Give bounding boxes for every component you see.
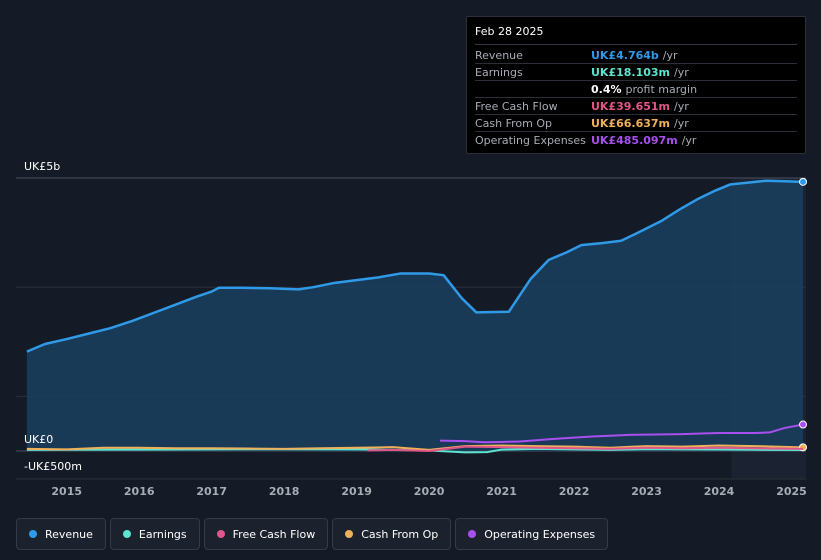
operating-expenses-line [439,423,804,444]
tooltip-value: UK£4.764b [591,49,659,62]
x-tick-label: 2023 [631,485,662,498]
tooltip-date: Feb 28 2025 [475,25,797,45]
y-label-zero: UK£0 [24,433,54,446]
legend: Revenue Earnings Free Cash Flow Cash Fro… [16,518,609,550]
legend-dot-icon [216,530,225,538]
legend-dot-icon [29,530,37,538]
revenue-endpoint [799,177,807,186]
legend-item-revenue[interactable]: Revenue [16,518,106,550]
x-tick-label: 2022 [559,485,590,498]
tooltip-label: Cash From Op [475,117,553,130]
legend-label: Earnings [138,527,187,541]
tooltip-value: UK£66.637m [591,117,671,130]
legend-label: Cash From Op [361,527,439,541]
tooltip-row-free-cash-flow: Free Cash Flow UK£39.651m /yr [475,98,797,115]
tooltip-unit: /yr [662,49,678,62]
tooltip-label: Revenue [475,49,523,62]
tooltip-unit: /yr [674,66,689,79]
tooltip-row-revenue: Revenue UK£4.764b /yr [475,47,797,64]
x-tick-label: 2020 [414,485,445,498]
legend-dot-icon [468,530,477,538]
chart: 2015 2016 2017 2018 2019 2020 2021 2022 2023 2024… [16,177,807,498]
tooltip-value: UK£18.103m [591,66,671,79]
tooltip-value: UK£485.097m [591,134,678,147]
tooltip-value: 0.4% [591,83,622,96]
tooltip-row-earnings: Earnings UK£18.103m /yr [475,64,797,81]
x-axis: 2015 2016 2017 2018 2019 2020 2021 2022 2023 2024… [51,485,806,498]
legend-dot-icon [345,530,354,538]
legend-item-free-cash-flow[interactable]: Free Cash Flow [203,518,329,550]
tooltip-row-cash-from-op: Cash From Op UK£66.637m /yr [475,115,797,132]
tooltip-unit: /yr [681,134,697,147]
series-layer [26,177,807,454]
x-tick-label: 2016 [124,485,155,498]
tooltip-label: Earnings [475,66,523,79]
tooltip-row-operating-expenses: Operating Expenses UK£485.097m /yr [475,132,797,149]
operating-expenses-endpoint [799,420,807,429]
legend-item-cash-from-op[interactable]: Cash From Op [332,518,452,550]
legend-label: Revenue [45,527,93,541]
tooltip-unit: profit margin [625,83,698,96]
tooltip-label [475,81,591,97]
x-tick-label: 2019 [341,485,372,498]
legend-item-earnings[interactable]: Earnings [109,518,200,550]
legend-label: Operating Expenses [484,527,596,541]
tooltip-label: Free Cash Flow [475,100,558,113]
legend-dot-icon [122,530,131,538]
revenue-line [26,179,804,353]
tooltip-label: Operating Expenses [475,134,586,147]
x-tick-label: 2017 [196,485,227,498]
cash-from-op-line [26,444,804,451]
tooltip: Feb 28 2025 Revenue UK£4.764b /yr Earnin… [466,16,806,154]
legend-item-operating-expenses[interactable]: Operating Expenses [455,518,609,550]
legend-label: Free Cash Flow [232,527,316,541]
x-tick-label: 2021 [486,485,517,498]
tooltip-unit: /yr [674,100,689,113]
revenue-area [26,180,804,452]
free-cash-flow-line [367,445,804,452]
earnings-line [26,447,804,454]
x-tick-label: 2025 [776,485,807,498]
x-tick-label: 2018 [269,485,300,498]
tooltip-unit: /yr [674,117,689,130]
tooltip-row-profit-margin: 0.4% profit margin [475,81,797,98]
y-label-bottom: -UK£500m [24,460,82,473]
x-tick-label: 2024 [704,485,735,498]
x-tick-label: 2015 [51,485,82,498]
tooltip-value: UK£39.651m [591,100,671,113]
y-label-top: UK£5b [24,160,61,173]
